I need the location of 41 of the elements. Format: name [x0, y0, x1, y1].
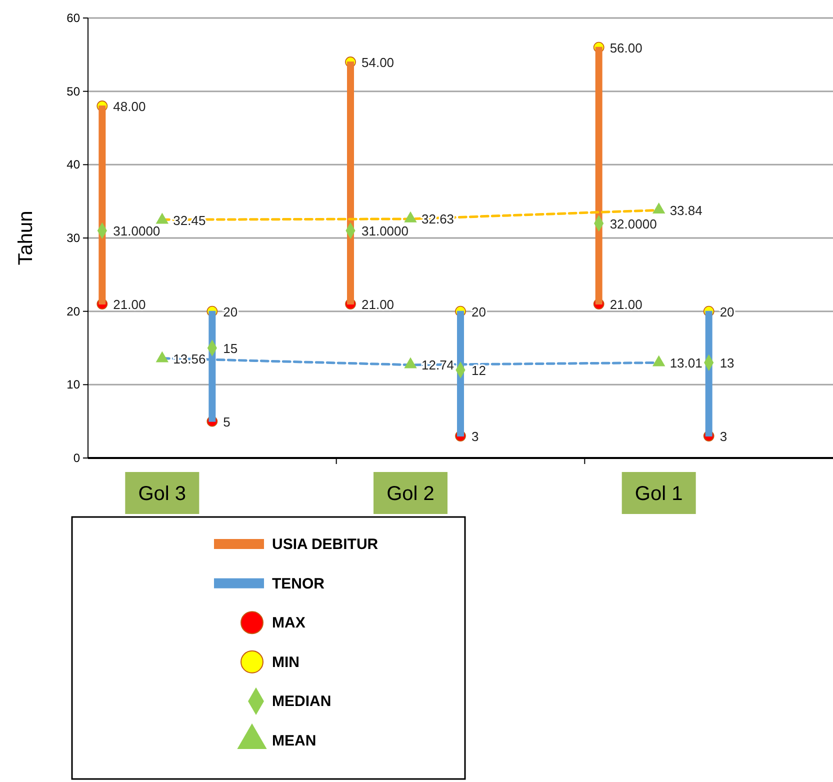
legend-label: MAX — [272, 614, 306, 632]
data-label: 20 — [223, 304, 238, 320]
legend-label: TENOR — [272, 575, 325, 592]
y-tick-label: 30 — [66, 231, 80, 245]
data-label: 48.00 — [113, 99, 146, 114]
data-label: 31.0000 — [113, 224, 160, 239]
data-label: 33.84 — [670, 202, 702, 218]
data-label: 31.0000 — [362, 224, 408, 239]
y-axis-title: Tahun — [15, 210, 37, 266]
bar — [705, 310, 712, 436]
x-tick-label: Gol 1 — [634, 483, 683, 505]
x-tick-label: Gol 3 — [138, 483, 186, 505]
data-label: 21.00 — [113, 297, 146, 312]
data-label: 13.01 — [670, 356, 702, 371]
data-label: 13 — [720, 356, 734, 371]
y-tick-label: 20 — [66, 304, 80, 318]
legend-label: MIN — [272, 654, 300, 671]
data-label: 5 — [223, 414, 230, 430]
y-tick-label: 60 — [66, 11, 80, 25]
bar — [98, 106, 106, 304]
data-label: 20 — [472, 304, 486, 320]
bar — [347, 62, 354, 304]
data-label: 21.00 — [362, 297, 394, 312]
legend-label: MEDIAN — [272, 693, 332, 710]
data-label: 54.00 — [362, 55, 394, 70]
x-tick-label: Gol 2 — [386, 483, 434, 505]
legend-label: USIA DEBITUR — [272, 536, 378, 553]
y-tick-label: 50 — [66, 84, 80, 98]
data-label: 12 — [472, 363, 486, 378]
y-tick-label: 10 — [66, 378, 80, 392]
legend-label: MEAN — [272, 732, 316, 750]
bar — [595, 46, 602, 304]
y-tick-label: 0 — [73, 451, 80, 465]
data-label: 20 — [720, 304, 734, 320]
data-label: 3 — [472, 429, 479, 444]
data-label: 56.00 — [610, 40, 642, 56]
data-label: 3 — [720, 429, 728, 444]
y-tick-label: 40 — [66, 158, 80, 172]
data-label: 15 — [223, 341, 238, 356]
data-label: 21.00 — [610, 297, 642, 312]
data-label: 32.0000 — [610, 216, 657, 232]
